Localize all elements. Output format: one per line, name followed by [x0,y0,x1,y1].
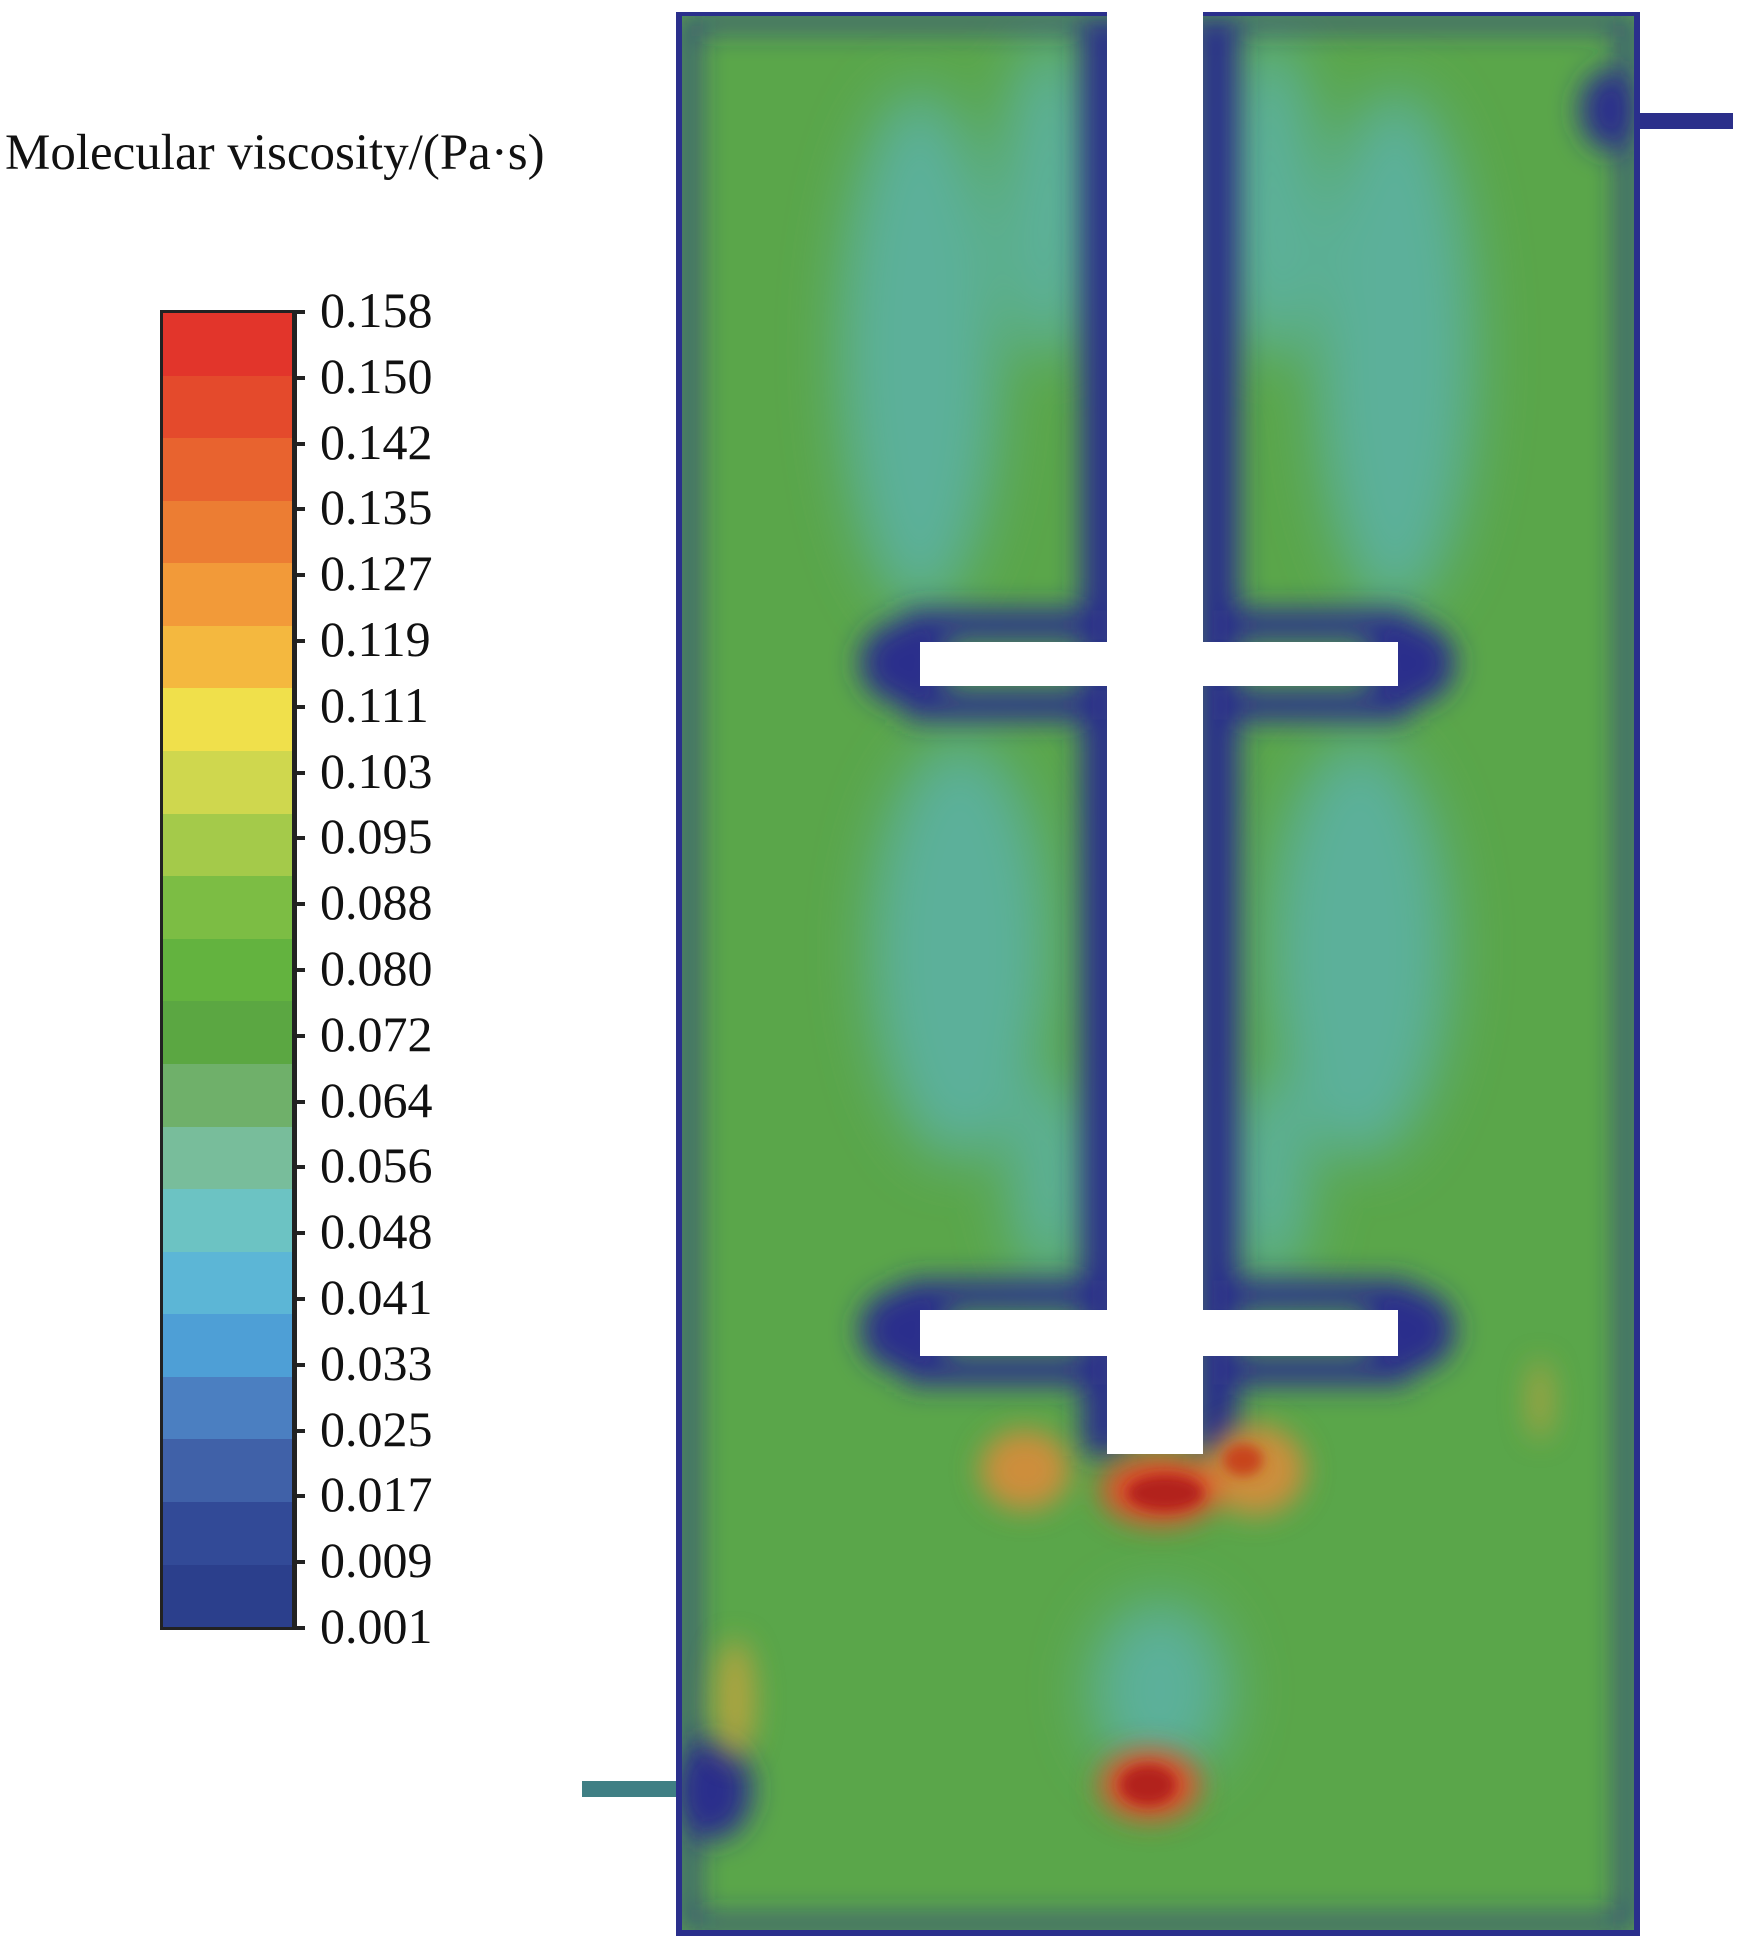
colorbar-tick-mark [293,507,305,512]
colorbar-tick-mark [293,1494,305,1499]
colorbar-tick-mark [293,836,305,841]
colorbar-tick-label: 0.025 [320,1400,433,1457]
colorbar-tick-mark [293,1560,305,1565]
colorbar-band [163,1063,292,1127]
impeller-blade-upper [920,642,1398,686]
colorbar-tick-label: 0.080 [320,940,433,996]
colorbar-tick-mark [293,1626,305,1630]
colorbar-band [163,1376,292,1440]
impeller-shaft [1107,0,1203,1454]
colorbar-band [163,1314,292,1377]
colorbar-band [163,563,292,626]
colorbar-tick-label: 0.111 [320,676,429,733]
colorbar [160,310,295,1630]
colorbar-tick-label: 0.041 [320,1269,433,1325]
colorbar-tick-label: 0.009 [320,1532,433,1589]
colorbar-tick-mark [293,1231,305,1236]
colorbar-tick-mark [293,639,305,643]
colorbar-tick-label: 0.033 [320,1334,433,1391]
colorbar-tick-label: 0.127 [320,545,433,602]
impeller [920,0,1398,1454]
colorbar-tick-mark [293,770,305,775]
colorbar-tick-label: 0.150 [320,347,433,404]
colorbar-tick-label: 0.158 [320,282,433,338]
colorbar-band [163,938,292,1002]
colorbar-band [163,1251,292,1315]
colorbar-tick-label: 0.119 [320,611,431,667]
colorbar-tick-mark [293,1033,305,1038]
colorbar-tick-label: 0.056 [320,1137,433,1194]
colorbar-tick-label: 0.095 [320,808,433,865]
colorbar-tick-mark [293,310,305,314]
colorbar-tick-label: 0.103 [320,742,433,799]
colorbar-band [163,1001,292,1064]
colorbar-band [163,1564,292,1628]
colorbar-band [163,313,292,376]
colorbar-band [163,1189,292,1252]
colorbar-tick-mark [293,441,305,446]
colorbar-tick-mark [293,902,305,907]
colorbar-tick-label: 0.135 [320,479,433,536]
colorbar-band [163,1439,292,1502]
colorbar-tick-mark [293,704,305,709]
colorbar-tick-label: 0.048 [320,1203,433,1260]
colorbar-tick-label: 0.142 [320,413,433,470]
colorbar-band [163,688,292,752]
colorbar-tick-mark [293,1099,305,1104]
inlet-pipe [582,1781,686,1797]
colorbar-band [163,813,292,877]
colorbar-band [163,751,292,814]
outlet-pipe [1625,113,1733,129]
colorbar-band [163,1501,292,1565]
colorbar-tick-mark [293,968,305,972]
colorbar-tick-mark [293,573,305,578]
colorbar-tick-mark [293,1297,305,1301]
legend-title: Molecular viscosity/(Pa·s) [5,125,545,181]
colorbar-band [163,1126,292,1190]
colorbar-tick-mark [293,1362,305,1367]
colorbar-band [163,500,292,564]
colorbar-tick-mark [293,375,305,380]
colorbar-band [163,625,292,689]
colorbar-band [163,876,292,939]
colorbar-tick-label: 0.001 [320,1598,433,1654]
colorbar-band [163,375,292,439]
colorbar-tick-label: 0.064 [320,1071,433,1128]
colorbar-tick-label: 0.088 [320,874,433,931]
colorbar-tick-label: 0.017 [320,1466,433,1523]
colorbar-tick-mark [293,1165,305,1170]
impeller-blade-lower [920,1310,1398,1356]
colorbar-band [163,438,292,501]
colorbar-tick-mark [293,1428,305,1433]
colorbar-tick-label: 0.072 [320,1005,433,1062]
